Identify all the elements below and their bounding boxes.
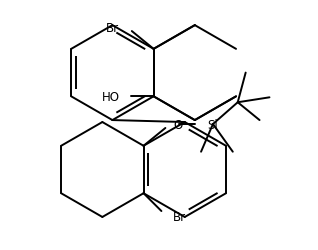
Text: O: O [173,119,183,132]
Text: Br: Br [173,211,186,224]
Text: Br: Br [106,22,119,35]
Text: Si: Si [207,119,218,132]
Text: HO: HO [102,91,120,104]
